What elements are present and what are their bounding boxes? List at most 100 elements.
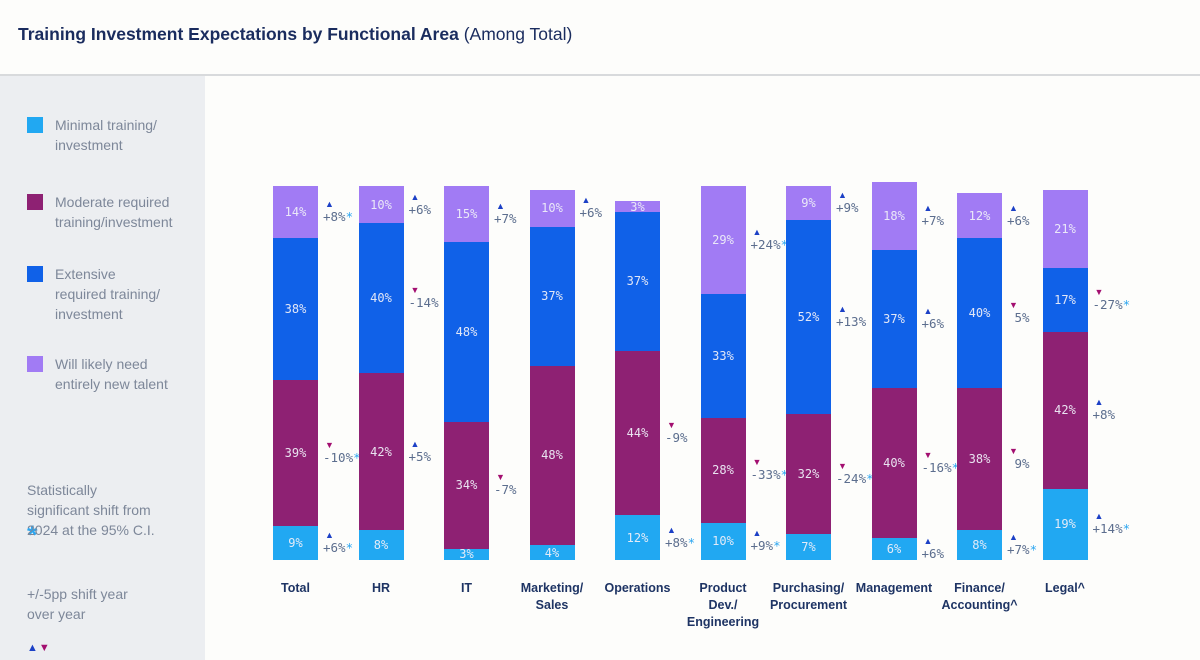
shift-value-label: +6%* — [323, 540, 354, 556]
annotation-total-minimal-training-investment: ▲ +6%* — [323, 530, 353, 555]
up-triangle-icon: ▲ — [1094, 511, 1104, 522]
page-title-main: Training Investment Expectations by Func… — [18, 24, 459, 44]
up-triangle-icon: ▲ — [923, 202, 933, 213]
bar-hr-segment-will-likely-need-entirely-new-talent: 10% — [358, 186, 404, 224]
legend-swatch-minimal — [27, 117, 43, 133]
bar-legal-segment-extensive-required-training-investment: 17% — [1042, 268, 1088, 332]
segment-value-label: 9% — [801, 195, 816, 210]
bar-total-segment-extensive-required-training-investment: 38% — [273, 238, 318, 381]
segment-value-label: 10% — [541, 201, 563, 216]
segment-value-label: 48% — [455, 324, 478, 339]
shift-value-label: +9%* — [750, 538, 781, 554]
segment-value-label: 29% — [712, 233, 734, 248]
shift-value-label: +5% — [408, 448, 432, 464]
annotation-finance-accounting-moderate-required-training-investment: ▼ 9% — [1007, 446, 1030, 471]
annotation-legal-minimal-training-investment: ▲ +14%* — [1093, 511, 1131, 536]
bar-hr-segment-minimal-training-investment: 8% — [358, 530, 404, 560]
legend-swatch-new-talent — [27, 356, 43, 372]
segment-value-label: 3% — [630, 199, 645, 214]
shift-value-label: +6% — [579, 205, 603, 221]
shift-value-label: +8% — [1092, 407, 1116, 423]
header-divider — [0, 74, 1200, 76]
significance-star-icon: * — [353, 450, 361, 466]
annotation-purchasing-procurement-extensive-required-training-investment: ▲ +13% — [836, 304, 866, 329]
shift-value-label: +13% — [836, 313, 867, 329]
bar-finance-accounting-segment-minimal-training-investment: 8% — [957, 530, 1002, 560]
bar-product-dev-engineering-segment-will-likely-need-entirely-new-talent: 29% — [700, 186, 746, 295]
bar-management-segment-extensive-required-training-investment: 37% — [871, 249, 917, 388]
legend-label-extensive: Extensive required training/ investment — [55, 266, 161, 322]
up-triangle-icon: ▲ — [325, 199, 334, 210]
up-triangle-icon: ▲ — [325, 530, 334, 541]
bar-purchasing-procurement-segment-will-likely-need-entirely-new-talent: 9% — [786, 186, 831, 220]
page-title-suffix: (Among Total) — [458, 24, 573, 44]
bar-finance-accounting-segment-will-likely-need-entirely-new-talent: 12% — [957, 193, 1002, 239]
shift-value-label: +7%* — [1007, 542, 1038, 558]
bar-it-segment-minimal-training-investment: 3% — [444, 548, 489, 560]
down-triangle-icon: ▼ — [325, 440, 334, 451]
up-triangle-icon: ▲ — [1009, 202, 1018, 213]
segment-value-label: 8% — [972, 538, 987, 553]
bar-product-dev-engineering-segment-extensive-required-training-investment: 33% — [700, 294, 746, 418]
shift-value-label: +8%* — [665, 534, 696, 550]
bar-management-segment-will-likely-need-entirely-new-talent: 18% — [871, 182, 917, 250]
significance-star-icon: * — [687, 534, 696, 550]
bar-hr-segment-extensive-required-training-investment: 40% — [358, 223, 404, 373]
shift-value-label: +7% — [921, 212, 945, 228]
up-triangle-icon: ▲ — [27, 642, 39, 654]
segment-value-label: 19% — [1054, 517, 1076, 532]
shift-value-label: -24%* — [836, 470, 874, 486]
category-label-hr: HR — [371, 581, 391, 595]
significance-star-icon: * — [1122, 521, 1131, 537]
category-label-operations: Operations — [604, 581, 671, 595]
up-triangle-icon: ▲ — [752, 227, 762, 238]
up-triangle-icon: ▲ — [838, 189, 847, 200]
down-triangle-icon: ▼ — [838, 460, 847, 471]
down-triangle-icon: ▼ — [38, 642, 51, 654]
segment-value-label: 10% — [712, 534, 734, 549]
segment-value-label: 48% — [541, 448, 563, 463]
segment-value-label: 12% — [968, 208, 991, 223]
down-triangle-icon: ▼ — [752, 457, 762, 468]
significance-star-icon: * — [951, 459, 960, 475]
bar-marketing-sales-segment-moderate-required-training-investment: 48% — [529, 365, 575, 546]
shift-value-label: -16%* — [921, 459, 960, 475]
bar-finance-accounting-segment-moderate-required-training-investment: 38% — [957, 387, 1002, 531]
legend-item-minimal: Minimal training/ investment — [27, 115, 157, 155]
annotation-purchasing-procurement-moderate-required-training-investment: ▼ -24%* — [836, 461, 874, 486]
significance-star-icon: * — [780, 237, 789, 253]
category-label-management: Management — [855, 581, 933, 595]
bar-finance-accounting-segment-extensive-required-training-investment: 40% — [957, 238, 1002, 388]
bar-management-segment-minimal-training-investment: 6% — [871, 537, 917, 560]
shift-arrows-icon: ▲▼ — [27, 642, 51, 654]
bar-marketing-sales-segment-extensive-required-training-investment: 37% — [529, 227, 575, 366]
segment-value-label: 32% — [797, 466, 820, 481]
bar-it-segment-will-likely-need-entirely-new-talent: 15% — [444, 186, 489, 243]
annotation-hr-moderate-required-training-investment: ▲ +5% — [409, 439, 432, 464]
bar-it-segment-extensive-required-training-investment: 48% — [444, 242, 489, 422]
page-title: Training Investment Expectations by Func… — [18, 24, 572, 45]
shift-value-label: 5% — [1007, 310, 1030, 326]
annotation-operations-moderate-required-training-investment: ▼ -9% — [665, 420, 688, 445]
category-label-it: IT — [460, 581, 473, 595]
segment-value-label: 38% — [968, 452, 991, 466]
annotation-management-will-likely-need-entirely-new-talent: ▲ +7% — [922, 203, 945, 228]
segment-value-label: 40% — [968, 306, 991, 321]
significance-star-icon: * — [1122, 297, 1131, 313]
segment-value-label: 15% — [455, 207, 478, 222]
legend-label-new-talent: Will likely need entirely new talent — [55, 356, 168, 392]
significance-star-icon: * — [345, 540, 354, 556]
segment-value-label: 17% — [1054, 293, 1076, 308]
bar-purchasing-procurement-segment-minimal-training-investment: 7% — [786, 533, 831, 560]
down-triangle-icon: ▼ — [496, 472, 505, 483]
shift-value-label: +7% — [494, 211, 517, 227]
bar-total-segment-minimal-training-investment: 9% — [273, 526, 318, 560]
significance-note: Statistically significant shift from 202… — [27, 482, 155, 538]
segment-value-label: 7% — [801, 539, 816, 554]
shift-value-label: +6% — [921, 315, 945, 331]
segment-value-label: 9% — [288, 536, 303, 551]
shift-note: +/-5pp shift year over year — [27, 586, 128, 622]
significance-star-icon: * — [27, 520, 38, 550]
legend-panel: Minimal training/ investment Moderate re… — [0, 76, 205, 660]
down-triangle-icon: ▼ — [667, 419, 676, 430]
